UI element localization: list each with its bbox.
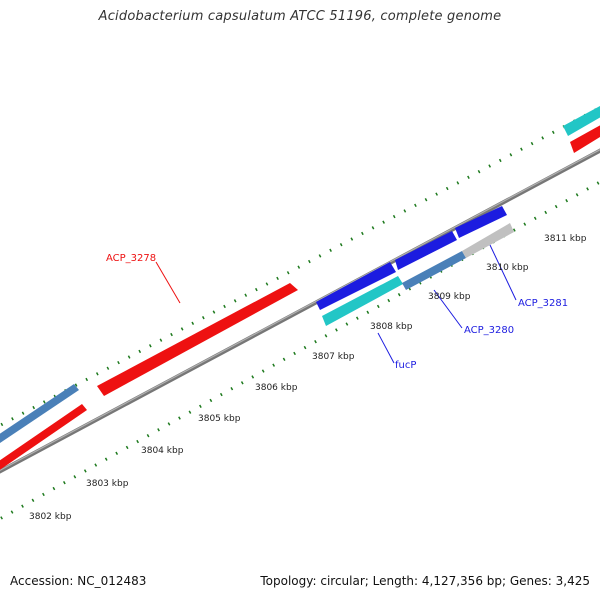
genome-backbone — [0, 148, 600, 474]
outer-tick-ring — [0, 105, 600, 428]
tick-label: 3807 kbp — [312, 352, 355, 362]
tick-label: 3802 kbp — [29, 512, 72, 522]
gene-label-acp-3280[interactable]: ACP_3280 — [464, 325, 514, 336]
map-title: Acidobacterium capsulatum ATCC 51196, co… — [98, 9, 502, 24]
gene-red-right — [570, 125, 600, 153]
gene-label-acp-3281[interactable]: ACP_3281 — [518, 298, 568, 309]
tick-label: 3809 kbp — [428, 292, 471, 302]
gene-blue-3 — [455, 206, 507, 238]
gene-acp-3280[interactable] — [402, 251, 466, 290]
tick-label: 3808 kbp — [370, 322, 413, 332]
tick-label: 3803 kbp — [86, 479, 129, 489]
gene-label-fucp[interactable]: fucP — [395, 360, 416, 371]
accession-text: Accession: NC_012483 — [10, 574, 147, 588]
leader-acp-3281 — [489, 244, 517, 301]
gene-steel-left — [0, 384, 79, 443]
tick-label: 3810 kbp — [486, 263, 529, 273]
gene-fucp[interactable] — [322, 276, 403, 326]
tick-label: 3811 kbp — [544, 234, 587, 244]
leader-acp-3280 — [433, 289, 463, 329]
tick-label: 3806 kbp — [255, 383, 298, 393]
leader-fucp — [377, 332, 395, 364]
gene-blue-2 — [395, 231, 457, 270]
leader-acp-3278 — [155, 261, 181, 304]
gene-acp-3281[interactable] — [462, 223, 514, 258]
genome-summary: Topology: circular; Length: 4,127,356 bp… — [260, 574, 590, 588]
gene-blue-1 — [316, 262, 396, 310]
gene-red-left — [0, 404, 87, 470]
gene-acp-3278[interactable] — [97, 283, 298, 396]
gene-cyan-right — [563, 106, 600, 136]
inner-tick-ring — [0, 180, 600, 521]
tick-label: 3804 kbp — [141, 446, 184, 456]
genome-backbone-highlight — [0, 149, 600, 471]
gene-label-acp-3278[interactable]: ACP_3278 — [106, 253, 156, 264]
tick-label: 3805 kbp — [198, 414, 241, 424]
